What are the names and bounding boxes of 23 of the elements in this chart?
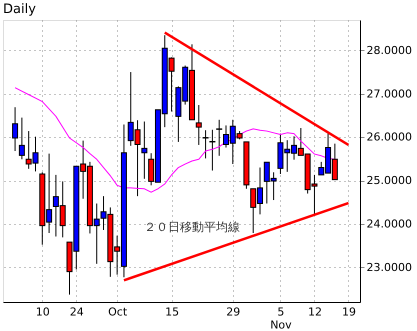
x-tick-label: 5 Nov (270, 306, 292, 331)
x-tick-label: 12 (308, 306, 322, 318)
candlestick (209, 129, 216, 172)
y-tick-label: 26.0000 (366, 130, 412, 144)
candlestick (18, 117, 25, 160)
x-tick-label: 15 (165, 306, 180, 318)
candlestick (196, 104, 202, 146)
y-tick-label: 28.0000 (366, 44, 412, 57)
y-tick-label: 25.0000 (366, 174, 412, 188)
x-tick-label: Oct (108, 306, 128, 318)
annotation: ２０日移動平均線 (144, 220, 240, 234)
candlestick (12, 106, 18, 152)
candlestick (216, 119, 222, 156)
y-tick-label: 27.0000 (366, 87, 412, 100)
y-tick-label: 23.0000 (366, 260, 412, 274)
x-tick-label: 19 (342, 306, 356, 318)
candlestick (202, 130, 209, 159)
x-tick-label: 29 (226, 306, 240, 318)
y-tick-label: 24.0000 (366, 217, 412, 230)
candlestick (141, 121, 148, 180)
x-tick-label: 10 (36, 306, 50, 318)
chart-title: Daily (3, 2, 36, 17)
x-tick-label: 24 (70, 306, 84, 318)
